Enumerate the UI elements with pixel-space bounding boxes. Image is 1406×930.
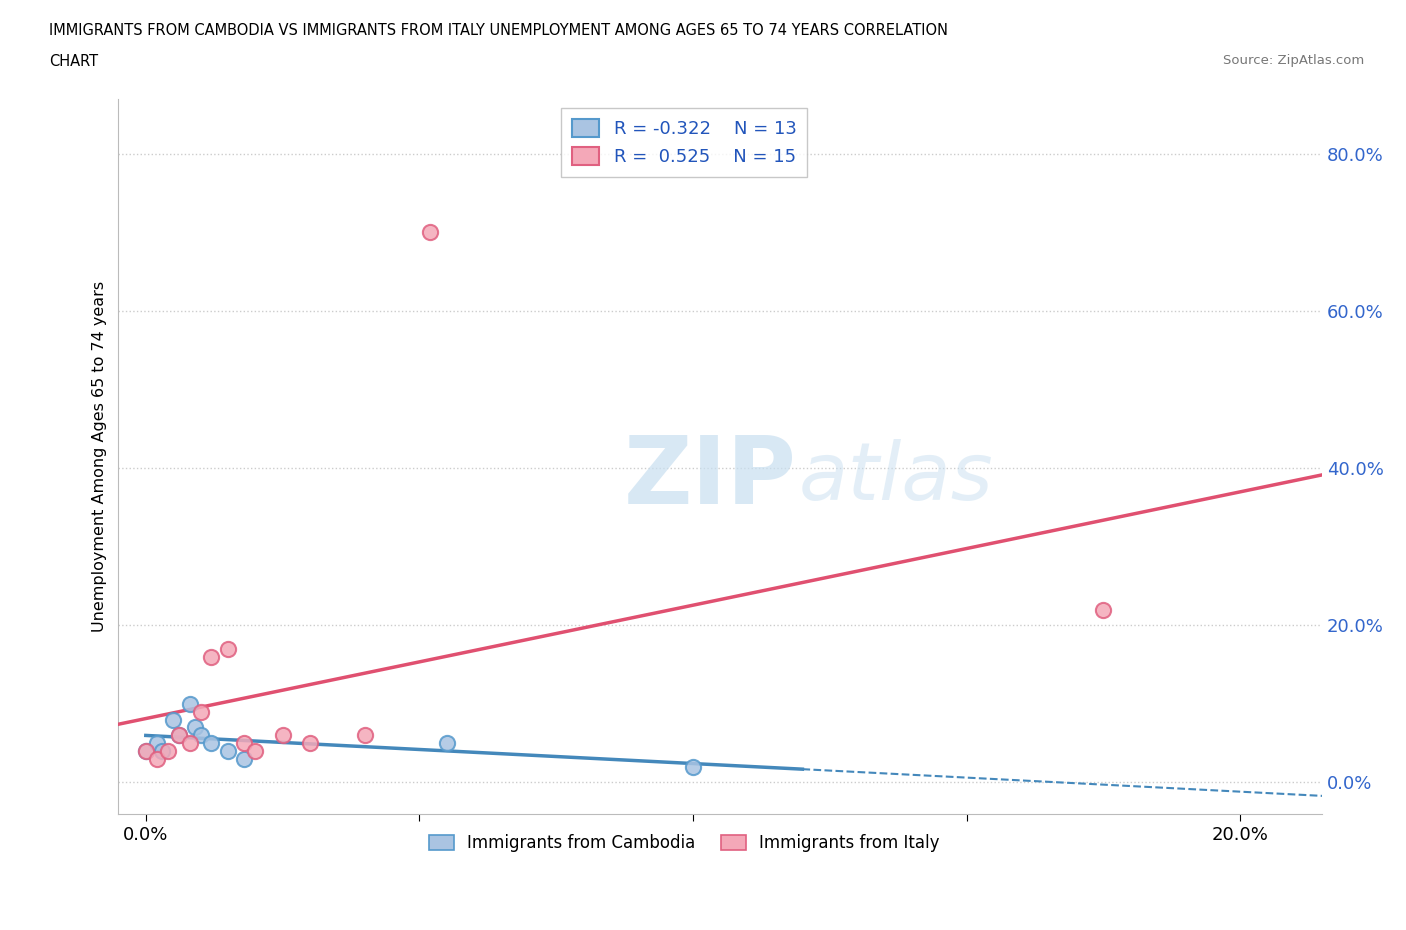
Point <box>298 736 321 751</box>
Text: ZIP: ZIP <box>624 432 797 524</box>
Point <box>419 225 441 240</box>
Point <box>190 704 212 719</box>
Point <box>135 743 157 758</box>
Point <box>167 728 190 743</box>
Point <box>156 743 179 758</box>
Point <box>190 728 212 743</box>
Point <box>233 751 256 766</box>
Point <box>184 720 207 735</box>
Point <box>179 736 201 751</box>
Point <box>150 743 173 758</box>
Text: CHART: CHART <box>49 54 98 69</box>
Point <box>245 743 267 758</box>
Point <box>135 743 157 758</box>
Point <box>217 743 239 758</box>
Point <box>436 736 458 751</box>
Point <box>353 728 375 743</box>
Text: Source: ZipAtlas.com: Source: ZipAtlas.com <box>1223 54 1364 67</box>
Text: IMMIGRANTS FROM CAMBODIA VS IMMIGRANTS FROM ITALY UNEMPLOYMENT AMONG AGES 65 TO : IMMIGRANTS FROM CAMBODIA VS IMMIGRANTS F… <box>49 23 948 38</box>
Point <box>200 736 222 751</box>
Y-axis label: Unemployment Among Ages 65 to 74 years: Unemployment Among Ages 65 to 74 years <box>93 281 107 631</box>
Text: atlas: atlas <box>799 439 993 517</box>
Point <box>682 759 704 774</box>
Point <box>179 697 201 711</box>
Point <box>271 728 294 743</box>
Point <box>200 649 222 664</box>
Point <box>145 751 167 766</box>
Point <box>233 736 256 751</box>
Point <box>1092 602 1115 617</box>
Legend: Immigrants from Cambodia, Immigrants from Italy: Immigrants from Cambodia, Immigrants fro… <box>422 828 946 859</box>
Point <box>162 712 184 727</box>
Point <box>145 736 167 751</box>
Point <box>167 728 190 743</box>
Point <box>217 642 239 657</box>
